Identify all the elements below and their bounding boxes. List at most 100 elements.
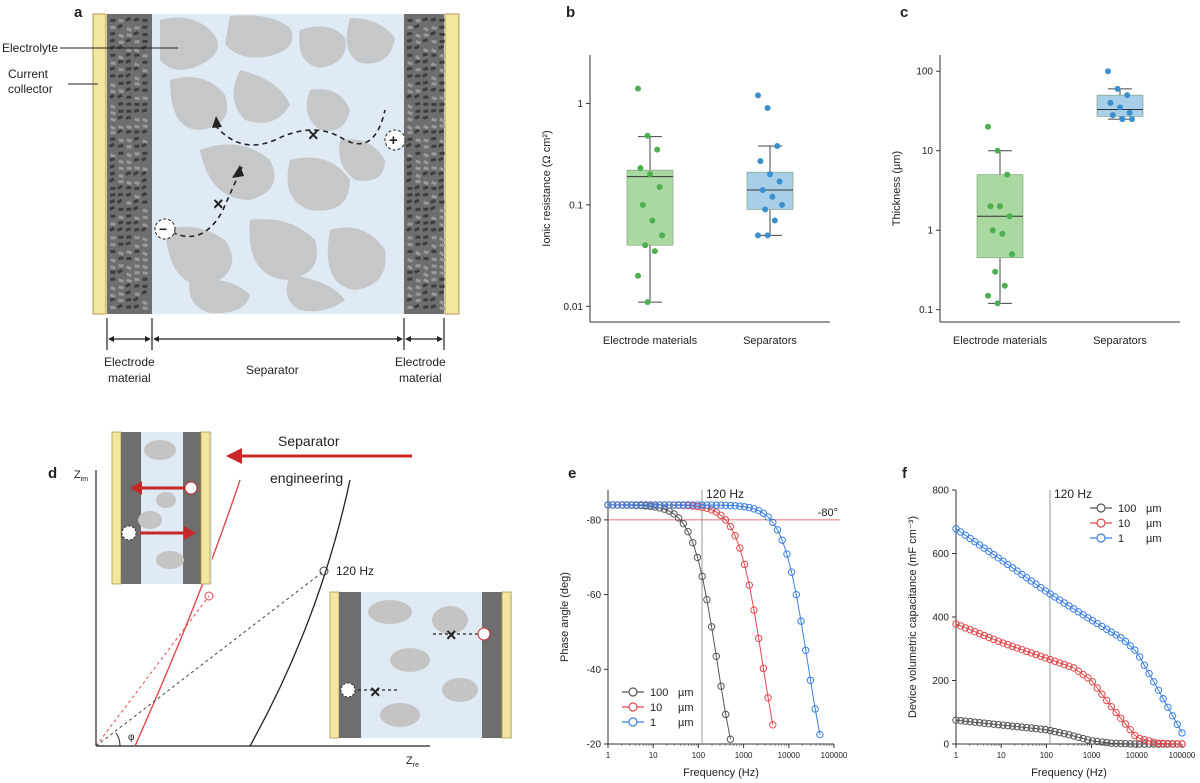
electrode-grain [134,244,140,249]
series-marker [759,664,768,673]
electrode-grain [439,257,445,262]
electrode-grain [439,271,445,276]
series-marker [745,581,753,589]
series-marker [717,682,725,690]
electrode-grain [423,124,429,130]
electrode-grain [439,117,445,123]
electrode-grain [134,96,140,101]
electrode-grain [125,16,131,22]
series-marker [1117,634,1125,642]
data-point [767,171,773,178]
electrode-grain [423,152,429,158]
electrode-grain [141,300,148,306]
electrode-grain [125,171,132,176]
electrode-grain [422,66,429,71]
electrode-grain [126,26,132,32]
x-tick-label: 100 [1040,751,1054,760]
electrode-grain [142,215,148,220]
series-marker [797,617,805,625]
electrode-grain [125,213,132,218]
x-tick-label: Electrode materials [953,335,1048,347]
electrode-grain [415,89,421,94]
electrode-grain [125,185,132,190]
series-marker [1168,712,1177,720]
electrode-grain [118,33,124,38]
electrode-grain [118,173,124,179]
x-tick-label: 1000 [735,751,753,760]
series-marker [769,721,777,729]
series-marker [1032,650,1040,659]
series-marker [1135,740,1144,748]
electrode-grain [406,45,413,50]
electrode-grain [142,96,148,101]
d-black-curve [249,479,351,747]
electrode-grain [407,110,413,116]
electrode-grain [126,145,132,149]
electrode-grain [415,166,421,171]
series-marker [726,735,735,743]
series-marker [703,595,711,604]
electrode-grain [439,88,445,92]
electrode-grain [133,87,140,92]
d-red-curve [134,479,241,747]
electrode-grain [439,277,445,281]
electrode-grain [125,129,132,134]
electrode-grain [110,61,116,66]
electrode-grain [439,166,445,172]
electrode-grain [431,278,437,282]
d-arrow-label-2: engineering [270,470,343,486]
series-marker [1093,684,1101,692]
electrode-grain [142,277,148,281]
right-electrode-texture [405,16,445,311]
electrode-grain [109,293,116,299]
label-current-collector-2: collector [8,82,53,96]
electrode-grain [431,53,437,57]
x-axis-label: Frequency (Hz) [1031,767,1107,779]
y-tick-label: 0.1 [919,305,933,316]
electrode-grain [438,142,444,148]
series-marker [731,531,739,540]
electrode-grain [438,178,445,183]
data-point [755,92,761,99]
electrode-grain [438,251,445,257]
series-marker [698,572,706,581]
electrode-grain [117,220,124,225]
electrode-grain [430,108,437,113]
electrode-grain [118,151,124,155]
electrode-grain [118,166,124,171]
panel-label-b: b [566,4,575,21]
electrode-grain [110,270,116,274]
data-point [1009,251,1015,258]
electrode-grain [133,48,140,54]
electrode-grain [134,40,140,44]
electrode-grain [439,68,445,73]
electrode-grain [126,235,132,239]
x-tick-label: Separators [1093,335,1147,347]
electrode-grain [109,45,116,50]
electrode-grain [142,102,148,106]
d-arrow-label-1: Separator [278,433,340,449]
series-marker [989,720,998,728]
data-point [992,268,999,275]
data-point [656,183,663,190]
series-marker [1041,725,1050,734]
electrode-grain [423,221,429,225]
series-marker [609,501,617,509]
electrode-grain [438,290,445,295]
block-mark-2: × [308,125,319,145]
electrode-grain [125,192,132,197]
series-marker [764,694,772,702]
electrode-grain [134,236,140,240]
electrode-grain [142,243,148,248]
electrode-grain [415,151,421,155]
block-mark-1: × [213,194,224,214]
series-marker [1135,734,1144,743]
series-marker [1037,725,1045,733]
electrode-grain [110,236,116,240]
electrode-grain [134,278,140,282]
electrode-grain [422,59,429,64]
electrode-grain [415,173,421,179]
electrode-grain [423,95,429,99]
electrode-grain [126,256,132,260]
data-point [764,105,771,112]
